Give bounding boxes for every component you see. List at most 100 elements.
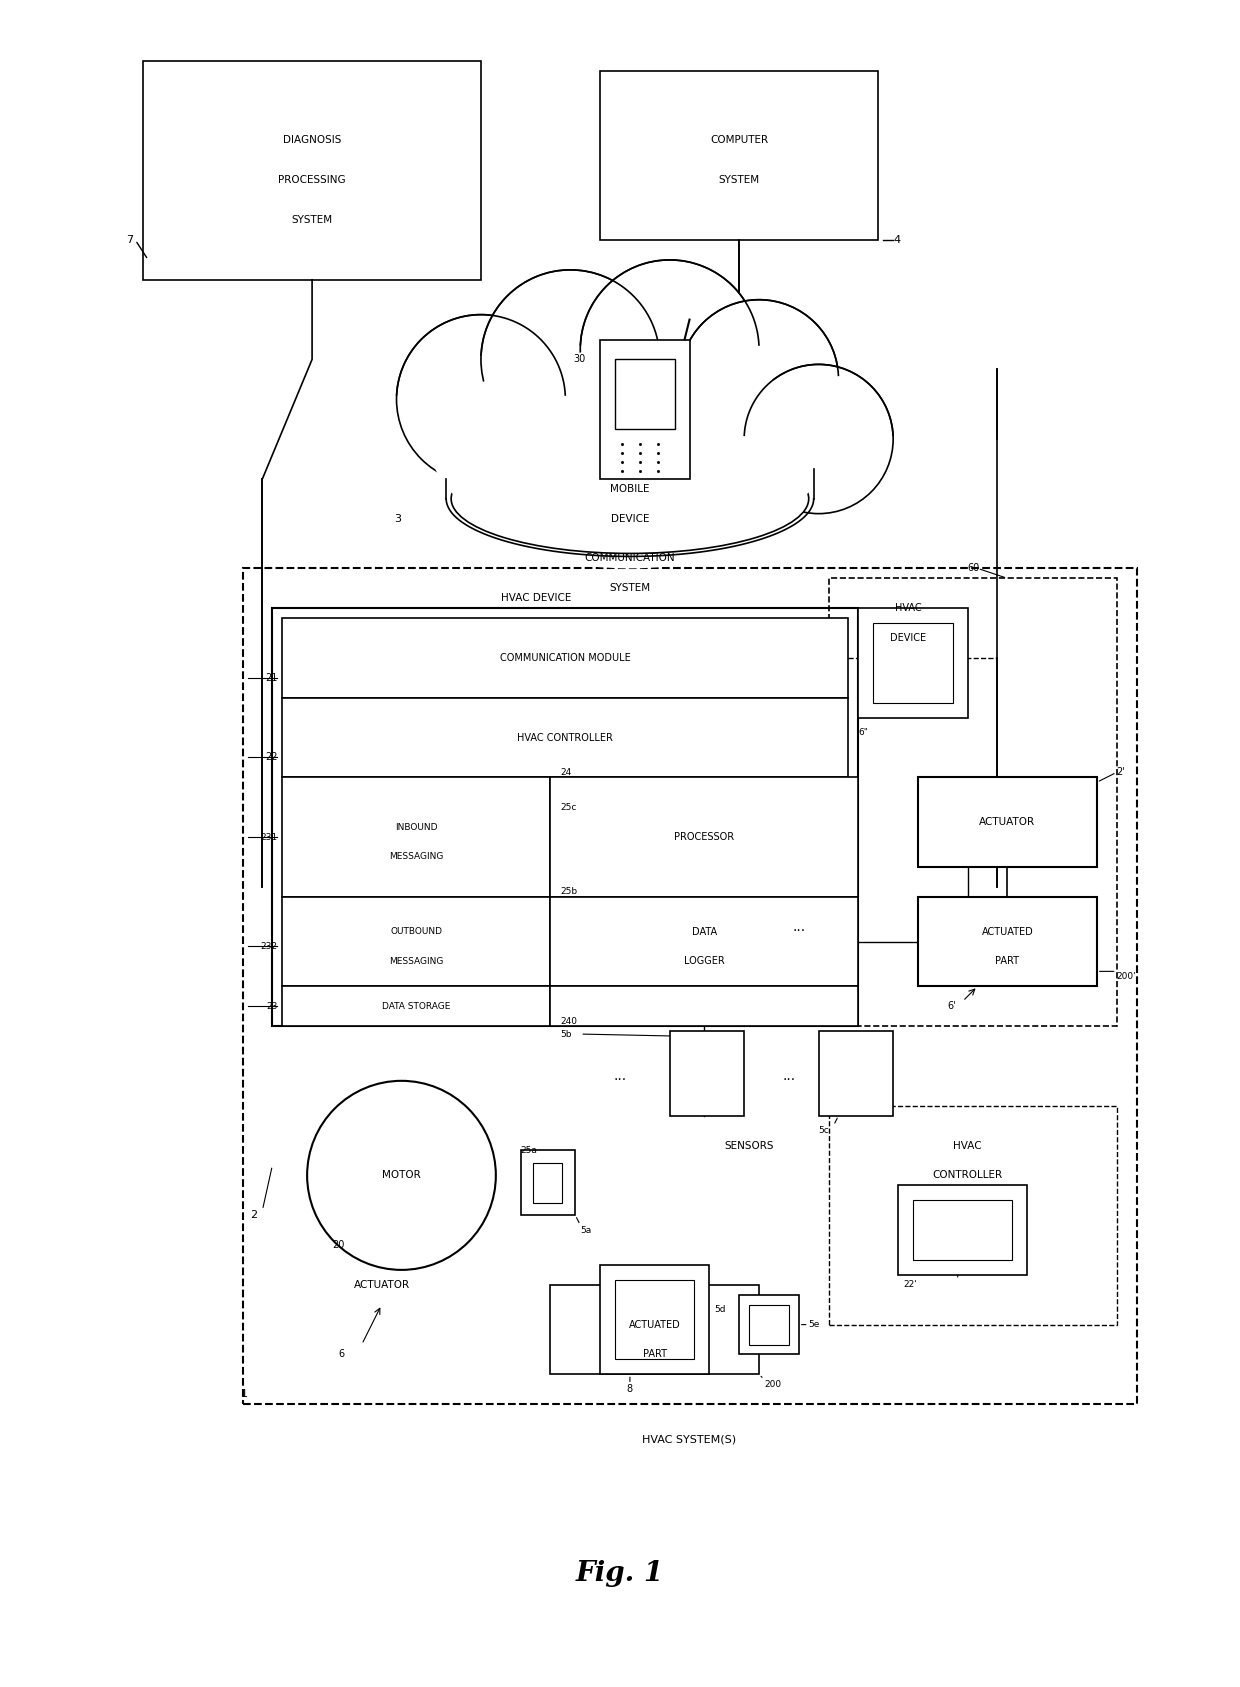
Text: 6': 6' — [947, 1000, 956, 1011]
Bar — [283, 897, 551, 987]
Text: 24: 24 — [560, 768, 572, 776]
Text: ...: ... — [614, 1070, 626, 1083]
Bar — [283, 987, 551, 1026]
Bar — [600, 71, 878, 240]
Text: DEVICE: DEVICE — [610, 513, 650, 523]
Text: HVAC CONTROLLER: HVAC CONTROLLER — [517, 732, 614, 742]
Bar — [739, 1294, 799, 1355]
Bar — [918, 897, 1096, 987]
Text: HVAC DEVICE: HVAC DEVICE — [501, 594, 572, 604]
Bar — [615, 359, 675, 428]
Ellipse shape — [451, 444, 808, 553]
Text: 23: 23 — [265, 1002, 278, 1011]
Text: DATA STORAGE: DATA STORAGE — [382, 1002, 450, 1011]
Text: HVAC: HVAC — [954, 1140, 982, 1151]
Bar — [670, 1031, 744, 1115]
Text: COMMUNICATION MODULE: COMMUNICATION MODULE — [500, 653, 631, 663]
Bar — [858, 609, 967, 717]
Text: 200: 200 — [764, 1380, 781, 1388]
Text: 2: 2 — [250, 1210, 258, 1220]
Text: 3: 3 — [394, 513, 402, 523]
Bar — [551, 987, 858, 1026]
Text: 5d: 5d — [714, 1306, 725, 1314]
Text: 4: 4 — [893, 234, 900, 245]
Text: ...: ... — [792, 919, 805, 933]
Text: ACTUATED: ACTUATED — [982, 926, 1033, 936]
Bar — [283, 698, 848, 778]
Bar — [918, 778, 1096, 867]
Circle shape — [481, 270, 660, 449]
Text: 22: 22 — [265, 752, 278, 763]
Ellipse shape — [422, 349, 838, 569]
Text: 231: 231 — [260, 832, 278, 842]
Bar — [243, 569, 1137, 1404]
Bar — [828, 579, 1117, 1026]
Text: OUTBOUND: OUTBOUND — [391, 928, 443, 936]
Text: MESSAGING: MESSAGING — [389, 957, 444, 967]
Text: 7: 7 — [126, 234, 133, 245]
Circle shape — [308, 1081, 496, 1270]
Text: PROCESSING: PROCESSING — [278, 175, 346, 186]
Bar — [600, 339, 689, 479]
Text: ACTUATOR: ACTUATOR — [980, 817, 1035, 827]
Text: 22': 22' — [903, 1280, 916, 1289]
Text: 2': 2' — [1117, 768, 1126, 778]
Text: 1: 1 — [241, 1390, 248, 1399]
Bar — [551, 897, 858, 987]
Text: Fig. 1: Fig. 1 — [575, 1560, 665, 1587]
Text: 25c: 25c — [560, 803, 577, 811]
Bar — [828, 1105, 1117, 1324]
Text: 200': 200' — [1117, 972, 1136, 980]
Text: 6: 6 — [339, 1350, 345, 1360]
Text: LOGGER: LOGGER — [684, 957, 725, 967]
Text: MOBILE: MOBILE — [610, 484, 650, 494]
Text: COMMUNICATION: COMMUNICATION — [584, 553, 676, 563]
Text: DATA: DATA — [692, 926, 717, 936]
Text: INBOUND: INBOUND — [396, 823, 438, 832]
Circle shape — [397, 314, 565, 484]
Bar — [283, 617, 848, 698]
Bar — [615, 1280, 694, 1360]
Text: ACTUATOR: ACTUATOR — [353, 1280, 409, 1291]
Bar — [521, 1151, 575, 1215]
Text: SYSTEM: SYSTEM — [291, 216, 332, 224]
Text: 5a: 5a — [580, 1225, 591, 1235]
Bar — [551, 778, 858, 897]
Text: COMPUTER: COMPUTER — [711, 135, 769, 145]
Text: PART: PART — [642, 1350, 667, 1360]
Bar — [551, 1285, 759, 1375]
Text: PROCESSOR: PROCESSOR — [675, 832, 734, 842]
Bar — [749, 1304, 789, 1345]
Bar — [144, 61, 481, 280]
Text: 25b: 25b — [560, 887, 578, 896]
Circle shape — [580, 260, 759, 439]
Text: HVAC SYSTEM(S): HVAC SYSTEM(S) — [642, 1434, 737, 1444]
Text: 20: 20 — [332, 1240, 345, 1250]
Bar — [873, 623, 952, 703]
Text: 5c: 5c — [818, 1127, 830, 1135]
Text: SYSTEM: SYSTEM — [609, 584, 651, 594]
Text: 240: 240 — [560, 1017, 578, 1026]
Bar — [273, 609, 858, 1026]
Ellipse shape — [432, 349, 828, 548]
Text: 60: 60 — [967, 563, 980, 574]
Text: 21: 21 — [265, 673, 278, 683]
Text: MOTOR: MOTOR — [382, 1171, 420, 1181]
Text: HVAC: HVAC — [895, 604, 921, 612]
Bar — [898, 1186, 1027, 1275]
Bar — [283, 778, 551, 897]
Text: 232: 232 — [260, 941, 278, 951]
Circle shape — [744, 364, 893, 513]
Text: SENSORS: SENSORS — [724, 1140, 774, 1151]
Text: 30: 30 — [573, 354, 585, 364]
Circle shape — [680, 300, 838, 459]
Text: PART: PART — [996, 957, 1019, 967]
Text: 25a: 25a — [521, 1145, 538, 1156]
Bar — [913, 1199, 1012, 1260]
Text: SYSTEM: SYSTEM — [719, 175, 760, 186]
Text: ACTUATED: ACTUATED — [629, 1319, 681, 1329]
Text: 5b: 5b — [560, 1029, 572, 1039]
Text: 8: 8 — [627, 1385, 632, 1393]
Bar — [600, 1265, 709, 1375]
Text: DIAGNOSIS: DIAGNOSIS — [283, 135, 341, 145]
